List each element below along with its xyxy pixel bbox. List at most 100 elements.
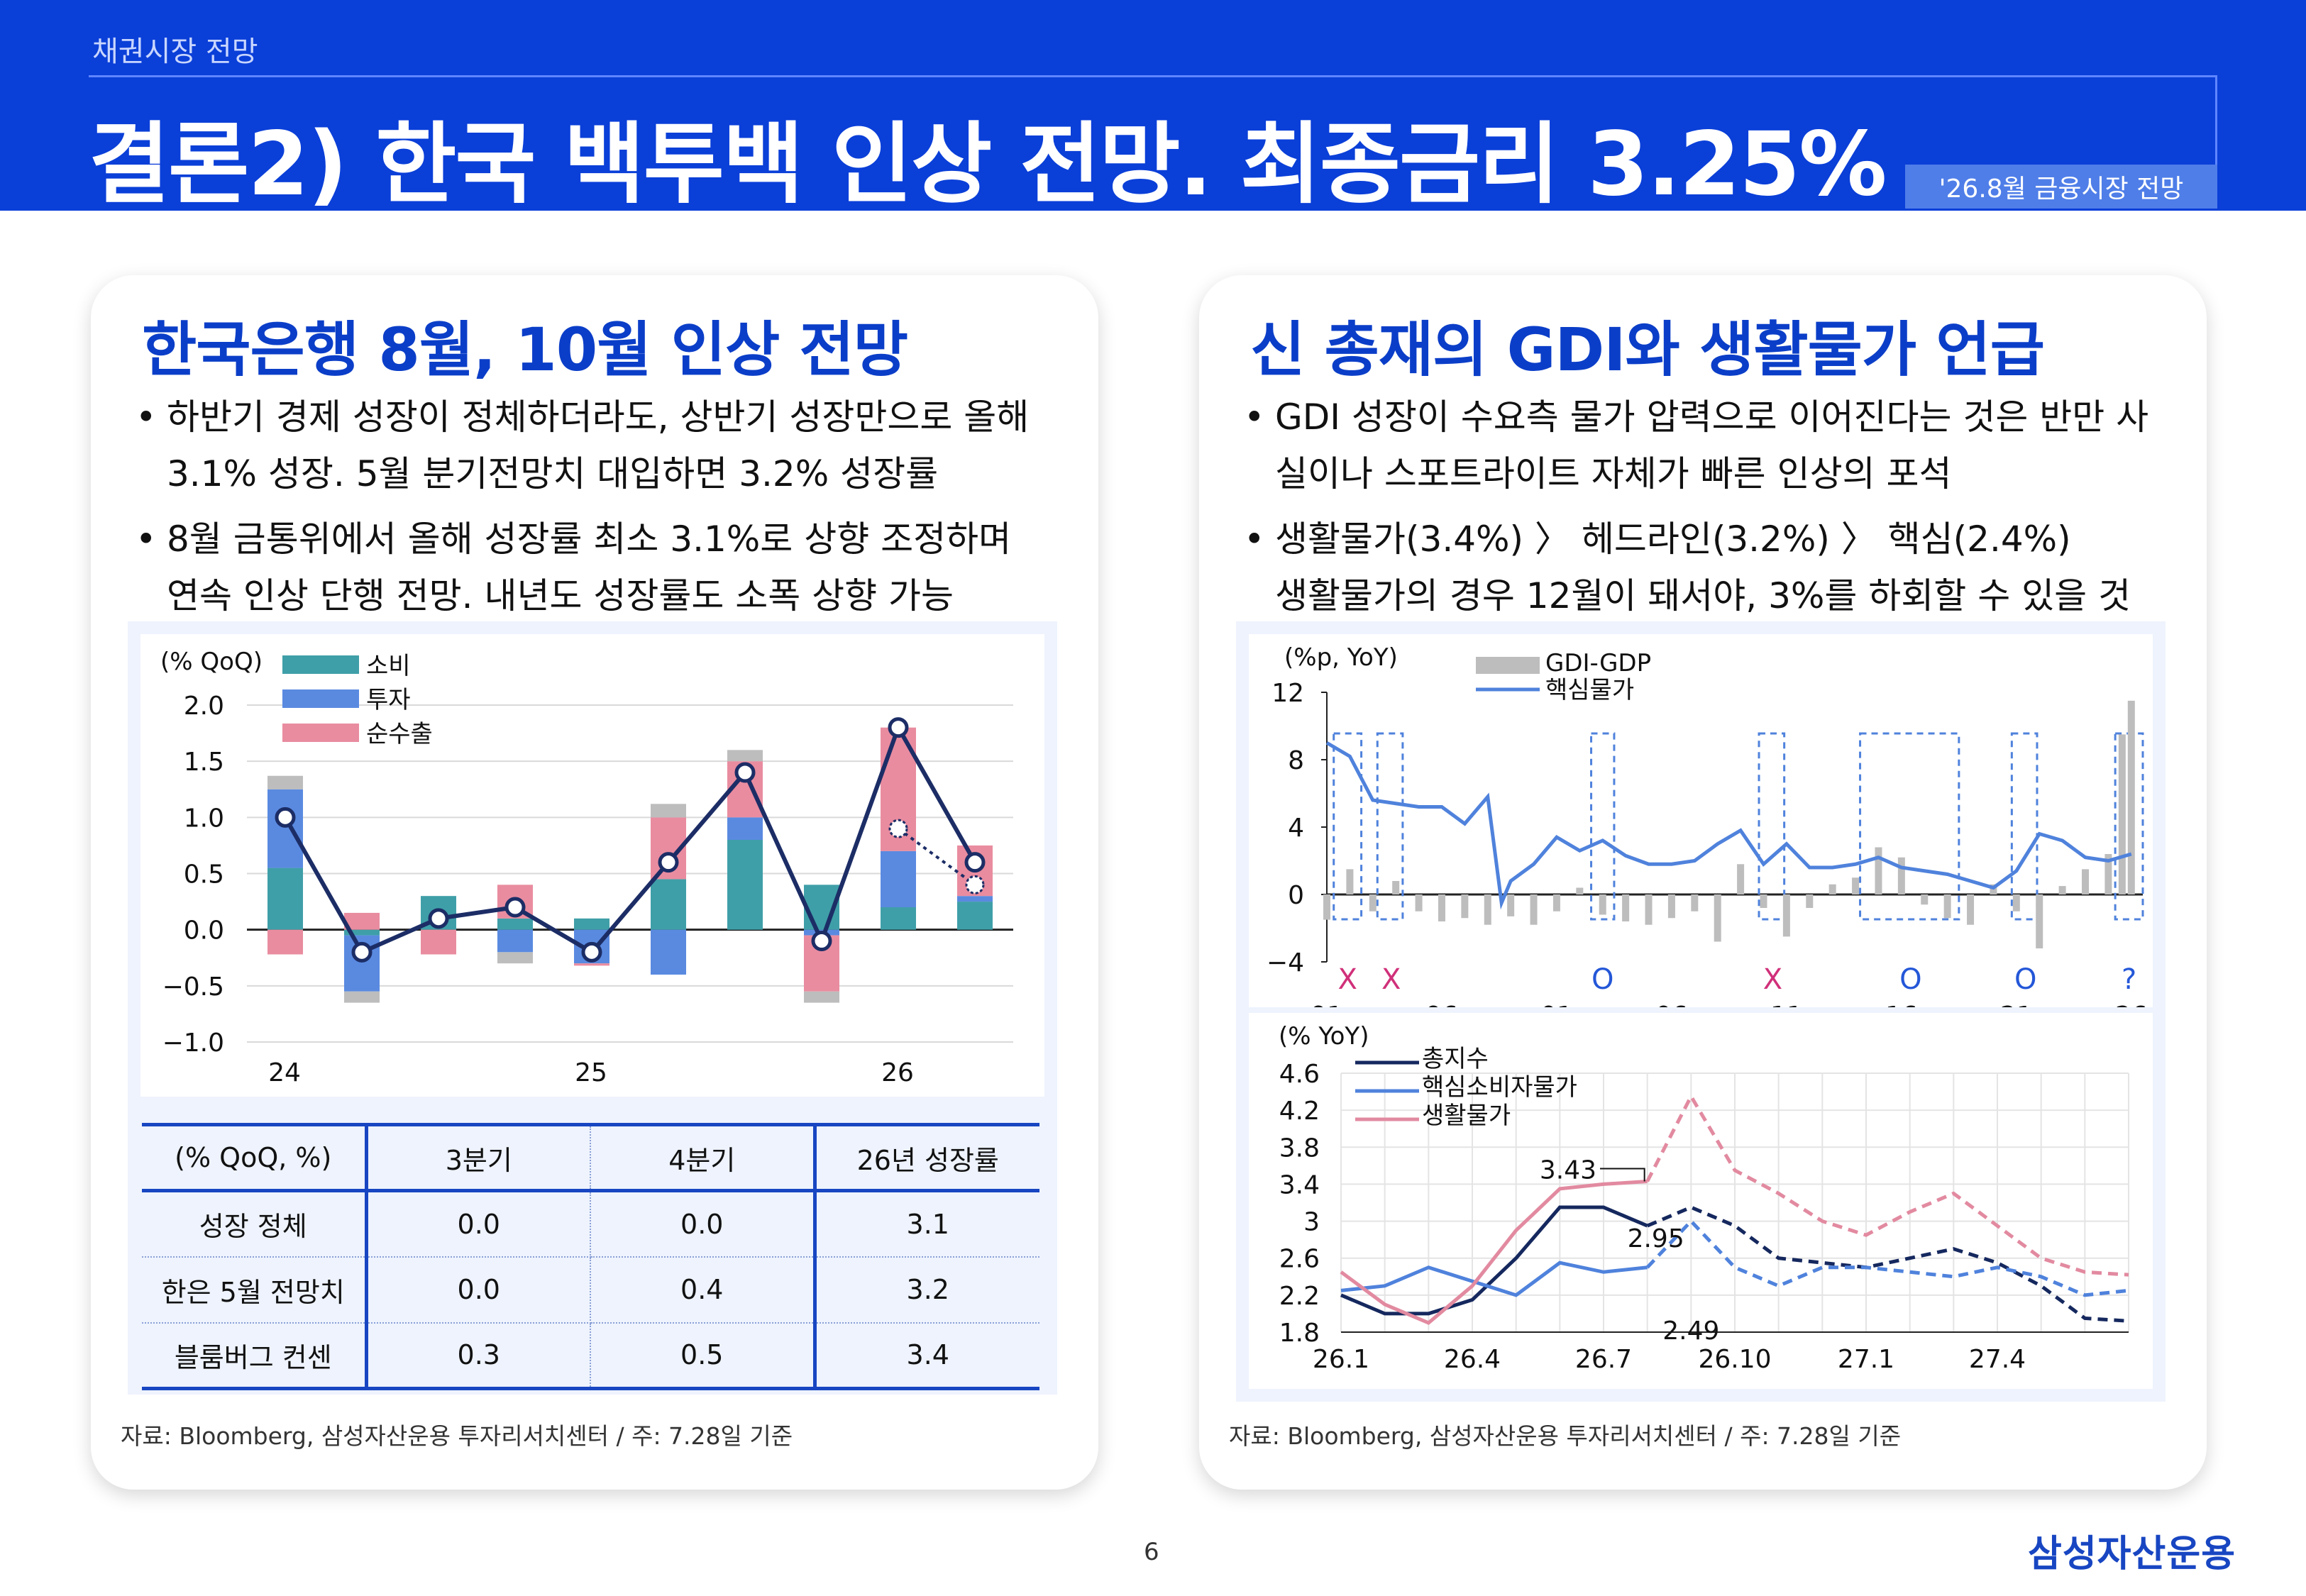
x-tick-label: 11 [1770,1002,1803,1007]
x-tick-label: 26.10 [1698,1345,1771,1374]
bar-segment-other [727,750,763,762]
x-tick-label: 27.4 [1969,1345,2026,1374]
y-tick-label: 4.6 [1279,1060,1320,1089]
x-tick-label: 25 [575,1058,607,1087]
bar-segment-other [651,804,686,818]
x-tick-label: 26.1 [1313,1345,1369,1374]
gdi-gdp-bar [1667,894,1675,919]
gdi-gdp-bar [1346,869,1354,894]
x-tick-label: 16 [1885,1002,1918,1007]
bar-segment [267,789,303,868]
bar-segment [574,918,609,930]
legend-swatch [282,655,359,674]
x-tick-label: 06 [1655,1002,1688,1007]
bar-segment [497,918,533,930]
highlight-period-box [1376,732,1404,921]
y-tick-label: −0.5 [162,972,224,1002]
highlight-period-box [1333,732,1363,921]
policy-marker: X [1381,963,1401,996]
policy-marker: X [1763,963,1782,996]
gdi-gdp-bar [1369,894,1377,911]
y-tick-label: −1.0 [162,1029,224,1058]
gdp-point [581,941,602,963]
y-tick-label: 3.8 [1279,1134,1320,1163]
x-tick-label: 96 [1425,1002,1458,1007]
bar-segment [497,929,533,953]
y-tick-label: 1.5 [184,748,224,777]
header-section: 채권시장 전망 [92,35,258,68]
policy-marker: ? [2122,963,2136,996]
gdp-contribution-chart: 2.0 1.5 1.0 0.5 0.0 −0.5 −1.0 (% QoQ) 24 25 26 소비투자… [160,648,1013,1087]
data-label: 2.95 [1628,1224,1684,1253]
bullet-line: 생활물가의 경우 12월이 돼서야, 3%를 하회할 수 있을 것 [1275,575,2131,616]
table-header-cell: 4분기 [590,1123,817,1192]
bar-segment [344,929,380,936]
table-cell: 0.5 [590,1322,817,1390]
y-tick-label: 0.0 [184,916,224,946]
y-axis-unit: (% QoQ) [160,648,263,676]
table-header-cell: 3분기 [366,1123,591,1192]
legend-label: 핵심물가 [1545,676,1634,704]
gdi-gdp-bar [2118,734,2126,894]
bar-segment [651,879,686,930]
bar-segment [574,963,609,966]
cpi-line-forecast [1646,1205,2129,1323]
bullet-item: • 하반기 경제 성장이 정체하더라도, 상반기 성장만으로 올해 3.1% 성… [130,389,1074,502]
y-tick-label: 0.5 [184,860,224,890]
bar-segment [957,896,993,902]
bar-segment [727,817,763,840]
gdi-gdp-bar [1415,894,1423,911]
highlight-period-box [1758,732,1786,921]
y-tick-label: 1.0 [184,804,224,833]
table-row: 블룸버그 컨센 0.3 0.5 3.4 [142,1322,1039,1390]
gdi-gdp-bar [1967,894,1975,925]
bar-segment [881,907,916,930]
y-tick-label: −4 [1267,948,1304,977]
bar-segment [957,902,993,930]
bar-segment-other [804,991,839,1003]
legend-swatch [282,689,359,708]
page-number: 6 [1144,1538,1159,1566]
gdi-gdp-bar [1760,894,1767,908]
y-tick-label: 4 [1288,814,1304,843]
highlight-period-box [2010,732,2039,921]
header: 채권시장 전망 결론2) 한국 백투백 인상 전망. 최종금리 3.25% '2… [0,0,2306,216]
gdi-gdp-bar [1576,887,1584,894]
y-axis-unit: (%p, YoY) [1284,643,1398,672]
bullet-item: • 생활물가(3.4%) 〉 헤드라인(3.2%) 〉 핵심(2.4%) 생활물… [1238,511,2182,624]
policy-marker: X [1337,963,1357,996]
right-source-note: 자료: Bloomberg, 삼성자산운용 투자리서치센터 / 주: 7.28일… [1229,1422,1902,1450]
table-header-row: (% QoQ, %) 3분기 4분기 26년 성장률 [142,1123,1039,1192]
y-tick-label: 2.6 [1279,1245,1320,1274]
gdp-alt-point [965,875,985,894]
table-cell: 0.0 [366,1190,591,1258]
x-tick-label: 21 [2000,1002,2033,1007]
gdi-gdp-bar [1828,884,1836,894]
gdp-chart-area: 2.0 1.5 1.0 0.5 0.0 −0.5 −1.0 (% QoQ) 24 25 26 소비 투자… [140,634,1044,1097]
cpi-line-forecast [1645,1218,2129,1297]
gdi-gdp-bar [1737,864,1745,894]
x-tick-label: 26 [2115,1002,2148,1007]
y-tick-label: 8 [1288,746,1304,775]
table-header-cell: (% QoQ, %) [142,1123,368,1192]
gdi-gdp-bar [2058,886,2066,894]
gdi-gdp-bar [1484,894,1491,925]
gdi-gdp-bar [1392,881,1400,894]
page-title: 결론2) 한국 백투백 인상 전망. 최종금리 3.25% [89,113,1887,216]
left-card-title: 한국은행 8월, 10월 인상 전망 [142,315,908,384]
highlight-period-box [1590,732,1616,921]
bar-segment [881,850,916,907]
cpi-line-forecast [1645,1092,2129,1277]
gdi-gdp-bar [1691,894,1699,911]
bullet-item: • 8월 금통위에서 올해 성장률 최소 3.1%로 상향 조정하며 연속 인상… [130,511,1074,624]
gdi-gdp-bar [1782,894,1790,937]
legend-label: 생활물가 [1422,1102,1511,1130]
bullet-line: GDI 성장이 수요측 물가 압력으로 이어진다는 것은 반만 사 [1275,397,2149,438]
cpi-forecast-chart: 4.64.23.83.432.62.21.8(% YoY)3.432.952.4… [1279,1022,2129,1374]
bullet-line: 8월 금통위에서 올해 성장률 최소 3.1%로 상향 조정하며 [167,519,1012,560]
gdi-gdp-bar [2082,869,2090,894]
bullet-dot: • [136,397,157,438]
gdp-point [428,908,449,929]
